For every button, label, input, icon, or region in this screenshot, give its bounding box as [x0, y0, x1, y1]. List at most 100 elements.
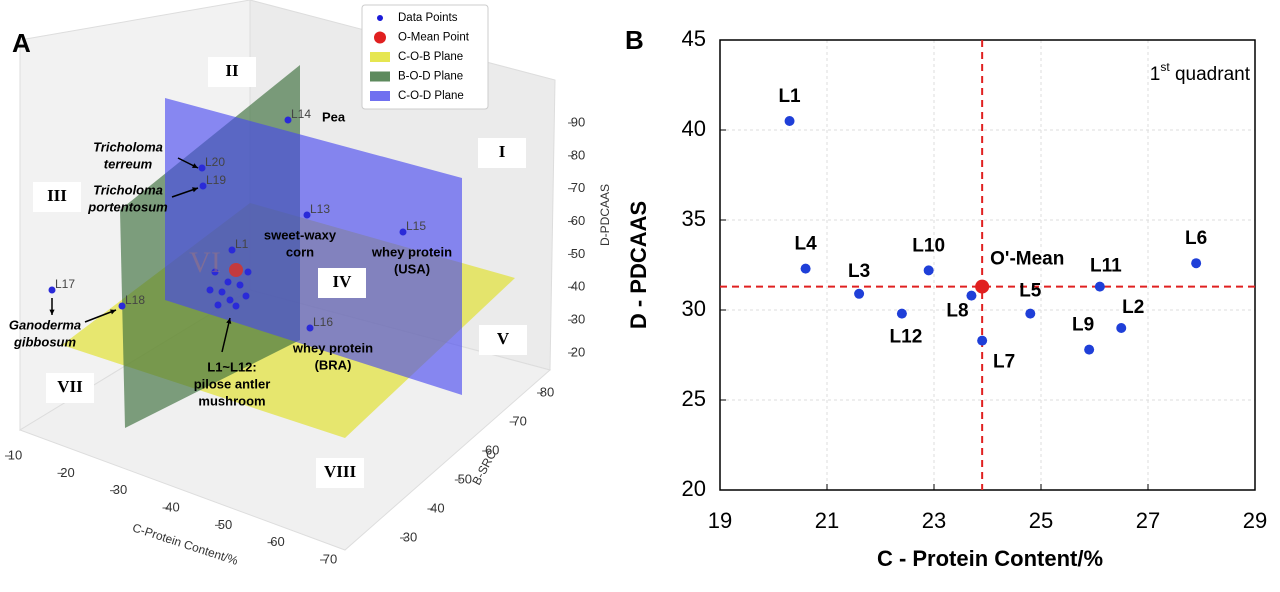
axis-label: D-PDCAAS [598, 184, 612, 246]
point-label: L14 [291, 107, 311, 121]
point-label: L10 [912, 235, 945, 256]
mean-point [975, 279, 990, 294]
tick-label: 40 [571, 279, 585, 294]
x-tick-label: 25 [1029, 508, 1053, 533]
annotation: Ganoderma [9, 317, 81, 332]
cluster-point [226, 296, 234, 304]
data-point [306, 324, 314, 332]
legend-label: C-O-B Plane [398, 51, 463, 63]
region-label: VII [57, 377, 83, 396]
data-point [1116, 323, 1127, 333]
tick-label: 80 [540, 384, 554, 399]
cluster-point [211, 268, 219, 276]
arrow [84, 309, 117, 323]
x-axis-label: C - Protein Content/% [877, 546, 1103, 571]
data-point [284, 116, 292, 124]
annotation: mushroom [198, 393, 265, 408]
annotation: terreum [104, 156, 153, 171]
tick-label: 60 [485, 442, 499, 457]
data-point [896, 308, 907, 319]
legend-label: Data Points [398, 12, 458, 24]
annotation: Tricholoma [93, 139, 163, 154]
y-tick-label: 40 [682, 116, 706, 141]
legend-marker [377, 15, 383, 21]
axis-label: B-SRC [469, 448, 499, 488]
annotation: whey protein [292, 340, 373, 355]
region-label: VI [189, 246, 221, 279]
region-label: IV [333, 272, 353, 291]
cluster-point [236, 281, 244, 289]
tick-label: 30 [571, 312, 585, 327]
tick-label: 20 [60, 465, 74, 480]
tick-label: 50 [458, 471, 472, 486]
annotation: gibbosum [13, 334, 77, 349]
point-label: L20 [205, 155, 225, 169]
cluster-point [218, 288, 226, 296]
annotation: portentosum [87, 199, 168, 214]
region-box [33, 182, 81, 212]
legend-label: O-Mean Point [398, 32, 470, 44]
annotation-number: 1 [1150, 64, 1161, 85]
legend-marker [370, 71, 390, 82]
data-point [784, 116, 795, 126]
point-label: L12 [890, 327, 923, 348]
y-tick-label: 30 [682, 296, 706, 321]
box-3d [18, 0, 556, 551]
tick-label: 60 [571, 213, 585, 228]
x-tick-label: 29 [1243, 508, 1267, 533]
point-label: L13 [310, 202, 330, 216]
x-tick-label: 23 [922, 508, 946, 533]
data-point [1094, 281, 1105, 292]
point-label: L18 [125, 293, 145, 307]
point-label: L19 [206, 173, 226, 187]
point-label: L1 [235, 237, 249, 251]
cluster-point [206, 286, 214, 294]
region-box [478, 138, 526, 168]
data-point [977, 335, 988, 346]
point-label: L8 [946, 301, 968, 322]
region-label: V [497, 329, 510, 348]
annotation: 1st quadrant [1150, 60, 1251, 85]
legend-box [361, 4, 489, 110]
mean-point [229, 263, 243, 277]
annotation: L1~L12: [207, 359, 257, 374]
annotation-text: quadrant [1170, 64, 1251, 85]
data-point [1025, 308, 1036, 319]
point-label: L11 [1090, 256, 1122, 277]
data-point [198, 164, 206, 172]
cluster-point [232, 302, 240, 310]
data-point [303, 211, 311, 219]
point-label: L16 [313, 315, 333, 329]
tick-label: 60 [270, 534, 284, 549]
cod-plane [165, 98, 462, 395]
tick-label: 80 [571, 147, 585, 162]
annotation: pilose antler [194, 376, 271, 391]
annotation: whey protein [371, 244, 452, 259]
region-box [46, 373, 94, 403]
tick-label: 30 [113, 482, 127, 497]
mean-label: O'-Mean [990, 249, 1064, 270]
data-point [1191, 258, 1202, 269]
annotation: (BRA) [315, 357, 352, 372]
panel-label: A [12, 28, 31, 58]
cluster-point [242, 292, 250, 300]
point-label: L3 [848, 261, 870, 282]
tick-label: 70 [512, 413, 526, 428]
data-point [228, 246, 236, 254]
region-label: II [225, 61, 239, 80]
annotation-suffix: st [1160, 60, 1170, 74]
annotation: Tricholoma [93, 182, 163, 197]
region-box [479, 325, 527, 355]
data-point [1084, 344, 1095, 355]
legend-marker [374, 31, 386, 44]
data-point [399, 228, 407, 236]
cluster-point [224, 278, 232, 286]
tick-label: 70 [323, 551, 337, 566]
y-tick-label: 35 [682, 206, 706, 231]
legend-marker [370, 52, 390, 62]
point-label: L15 [406, 219, 426, 233]
cluster-point [244, 268, 252, 276]
data-point [923, 265, 934, 276]
region-box [318, 268, 366, 298]
